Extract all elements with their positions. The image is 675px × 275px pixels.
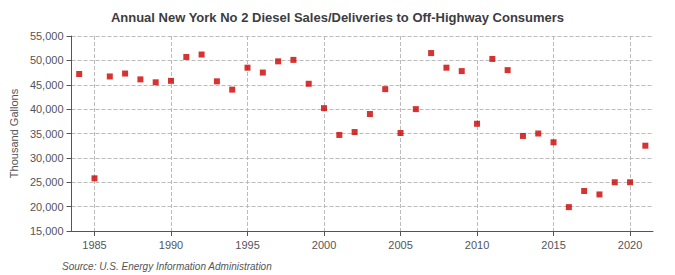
svg-text:Thousand Gallons: Thousand Gallons xyxy=(8,88,20,178)
svg-text:45,000: 45,000 xyxy=(30,79,64,91)
svg-text:25,000: 25,000 xyxy=(30,176,64,188)
svg-text:2020: 2020 xyxy=(618,239,642,251)
svg-text:55,000: 55,000 xyxy=(30,30,64,42)
svg-text:Annual New York No 2 Diesel Sa: Annual New York No 2 Diesel Sales/Delive… xyxy=(111,10,564,25)
svg-text:30,000: 30,000 xyxy=(30,152,64,164)
svg-text:1995: 1995 xyxy=(235,239,259,251)
svg-text:15,000: 15,000 xyxy=(30,225,64,237)
svg-text:2015: 2015 xyxy=(541,239,565,251)
svg-text:20,000: 20,000 xyxy=(30,201,64,213)
svg-text:2010: 2010 xyxy=(465,239,489,251)
svg-text:40,000: 40,000 xyxy=(30,103,64,115)
svg-text:1985: 1985 xyxy=(82,239,106,251)
svg-text:35,000: 35,000 xyxy=(30,128,64,140)
svg-text:1990: 1990 xyxy=(159,239,183,251)
svg-text:2000: 2000 xyxy=(312,239,336,251)
svg-text:2005: 2005 xyxy=(388,239,412,251)
svg-text:50,000: 50,000 xyxy=(30,54,64,66)
svg-text:Source: U.S. Energy Informatio: Source: U.S. Energy Information Administ… xyxy=(62,261,272,272)
